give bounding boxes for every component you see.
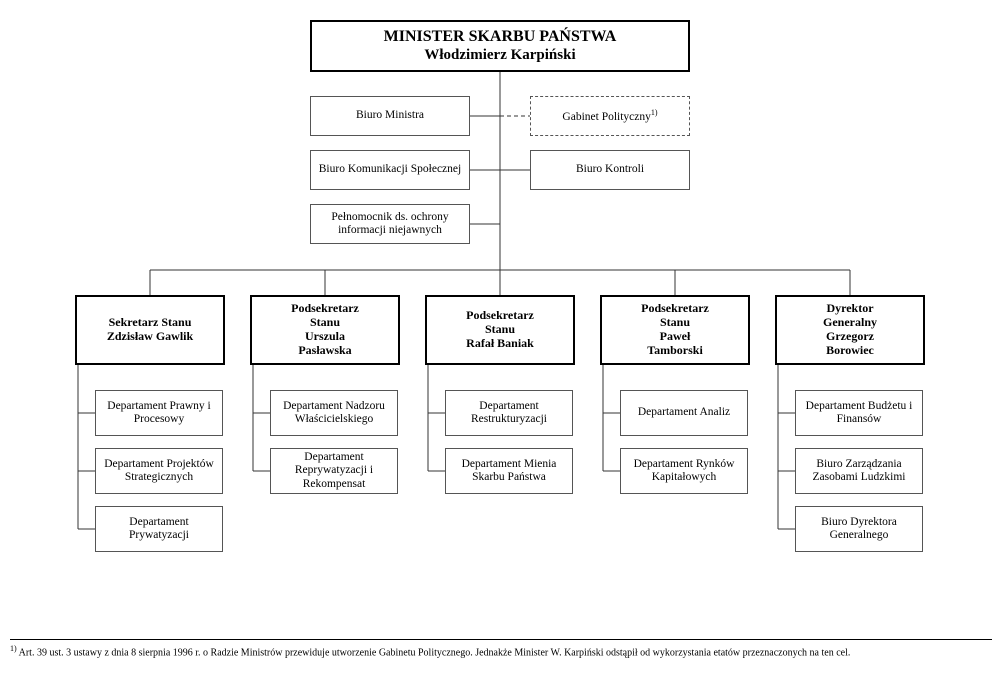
branch-head-3: PodsekretarzStanuPawełTamborski: [600, 295, 750, 365]
org-chart: MINISTER SKARBU PAŃSTWA Włodzimierz Karp…: [10, 20, 990, 660]
direct-left-0: Biuro Ministra: [310, 96, 470, 136]
dept-4-2: Biuro Dyrektora Generalnego: [795, 506, 923, 552]
branch-head-0: Sekretarz StanuZdzisław Gawlik: [75, 295, 225, 365]
branch-head-4: DyrektorGeneralnyGrzegorzBorowiec: [775, 295, 925, 365]
minister-name: Włodzimierz Karpiński: [424, 47, 575, 64]
minister-title: MINISTER SKARBU PAŃSTWA: [384, 28, 617, 46]
footnote: 1) Art. 39 ust. 3 ustawy z dnia 8 sierpn…: [10, 639, 992, 660]
dept-1-1: Departament Reprywatyzacji i Rekompensat: [270, 448, 398, 494]
direct-left-1: Biuro Komunikacji Społecznej: [310, 150, 470, 190]
dept-0-0: Departament Prawny i Procesowy: [95, 390, 223, 436]
direct-right-0: Gabinet Polityczny1): [530, 96, 690, 136]
dept-4-0: Departament Budżetu i Finansów: [795, 390, 923, 436]
dept-0-1: Departament Projektów Strategicznych: [95, 448, 223, 494]
dept-4-1: Biuro Zarządzania Zasobami Ludzkimi: [795, 448, 923, 494]
footnote-marker: 1): [10, 644, 17, 653]
dept-3-0: Departament Analiz: [620, 390, 748, 436]
dept-1-0: Departament Nadzoru Właścicielskiego: [270, 390, 398, 436]
direct-right-1: Biuro Kontroli: [530, 150, 690, 190]
direct-left-2: Pełnomocnik ds. ochrony informacji nieja…: [310, 204, 470, 244]
dept-3-1: Departament Rynków Kapitałowych: [620, 448, 748, 494]
dept-2-1: Departament Mienia Skarbu Państwa: [445, 448, 573, 494]
footnote-text: Art. 39 ust. 3 ustawy z dnia 8 sierpnia …: [19, 648, 851, 659]
branch-head-1: PodsekretarzStanuUrszulaPasławska: [250, 295, 400, 365]
minister-box: MINISTER SKARBU PAŃSTWA Włodzimierz Karp…: [310, 20, 690, 72]
dept-0-2: Departament Prywatyzacji: [95, 506, 223, 552]
dept-2-0: Departament Restrukturyzacji: [445, 390, 573, 436]
branch-head-2: PodsekretarzStanuRafał Baniak: [425, 295, 575, 365]
